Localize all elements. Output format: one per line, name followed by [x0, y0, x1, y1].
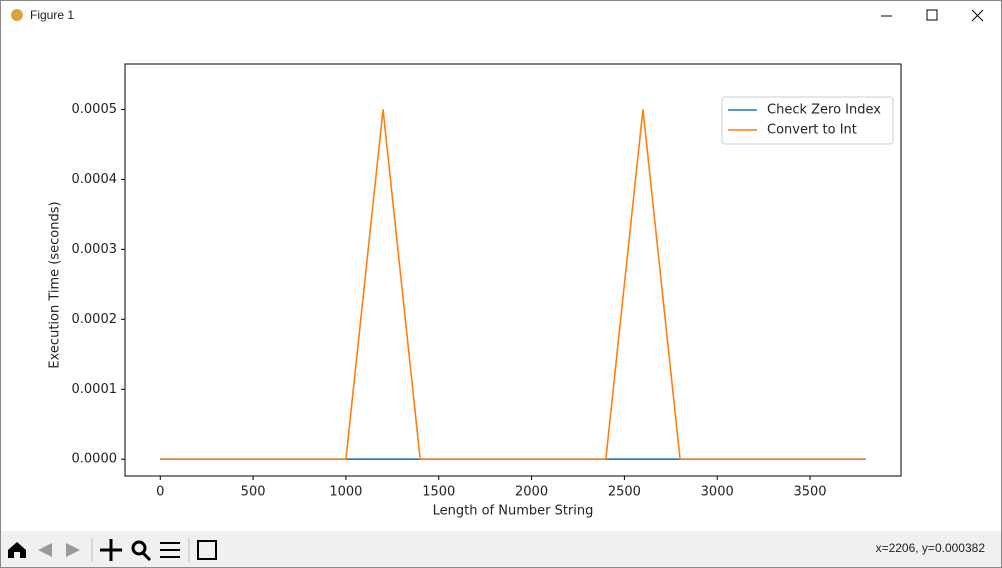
- line-series: [160, 109, 866, 461]
- toolbar-bg: [1, 531, 1001, 567]
- plot: 0 500 1000 1500 2000 2500 3000 3500 0.0000 0.0001…: [72, 102, 866, 500]
- legend-label: Check Zero Index: [767, 103, 881, 118]
- y-tick-label: 0.0002: [72, 312, 118, 327]
- x-tick-label: 2500: [608, 485, 641, 500]
- x-tick-label: 1000: [329, 485, 362, 500]
- legend-label: Convert to Int: [767, 123, 857, 138]
- y-tick-label: 0.0000: [72, 452, 118, 467]
- y-axis-label: Execution Time (seconds): [48, 201, 63, 368]
- pan-button[interactable]: [100, 539, 122, 561]
- legend-box: [721, 96, 894, 145]
- x-tick-label: 0: [156, 485, 164, 500]
- configure-button[interactable]: [160, 542, 180, 558]
- y-tick-label: 0.0004: [72, 172, 118, 187]
- title-bar: Figure 1: [11, 8, 984, 22]
- x-tick-label: 3500: [793, 485, 826, 500]
- close-button[interactable]: [971, 9, 984, 22]
- zoom-lens: [131, 540, 147, 556]
- status-text: x=2206, y=0.000382: [876, 541, 986, 555]
- forward-button[interactable]: [66, 543, 80, 557]
- zoom-button[interactable]: [131, 540, 152, 562]
- x-tick-label: 500: [241, 485, 266, 500]
- legend: Check Zero Index Convert to Int: [721, 96, 894, 145]
- x-axis-label: Length of Number String: [433, 504, 594, 519]
- home-button[interactable]: [8, 542, 26, 558]
- window-title: Figure 1: [30, 8, 74, 22]
- toolbar: x=2206, y=0.000382: [1, 531, 1001, 567]
- y-tick-label: 0.0001: [72, 382, 118, 397]
- app-icon: [11, 9, 23, 21]
- x-tick-label: 3000: [701, 485, 734, 500]
- y-tick-label: 0.0005: [72, 102, 118, 117]
- x-tick-label: 2000: [515, 485, 548, 500]
- back-button[interactable]: [38, 543, 52, 557]
- maximize-button[interactable]: [926, 9, 938, 21]
- x-tick-label: 1500: [422, 485, 455, 500]
- save-button[interactable]: [197, 540, 217, 560]
- y-tick-label: 0.0003: [72, 242, 118, 257]
- zoom-handle: [141, 551, 152, 562]
